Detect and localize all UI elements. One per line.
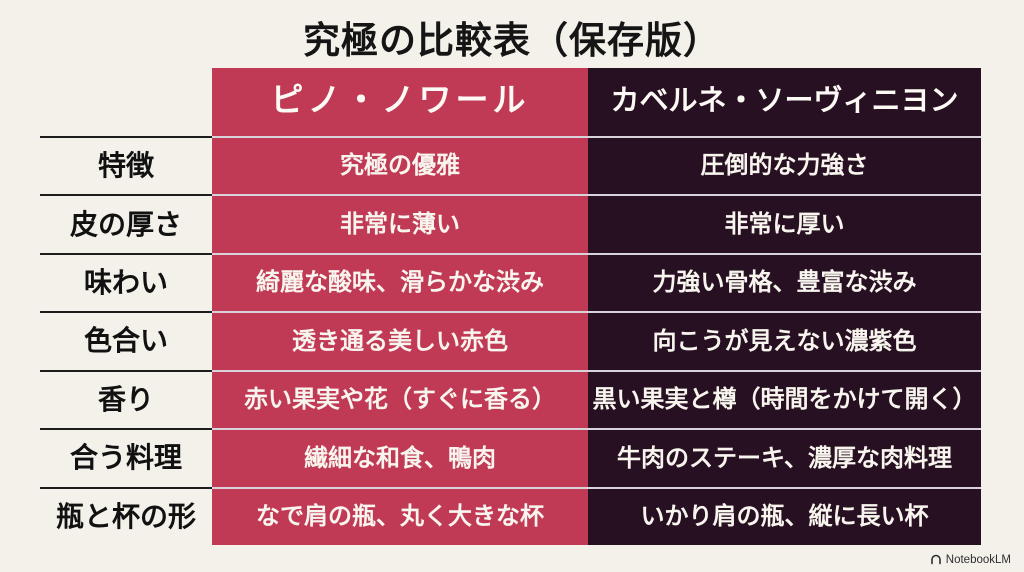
notebooklm-logo-icon: [930, 554, 942, 566]
row-label-characteristics: 特徴: [40, 136, 212, 194]
table-cell-pinot-bottle-glass-shape: なで肩の瓶、丸く大きな杯: [212, 486, 588, 545]
row-label-skin-thickness: 皮の厚さ: [40, 194, 212, 252]
table-cell-cabernet-taste: 力強い骨格、豊富な渋み: [588, 252, 981, 312]
table-cell-cabernet-color: 向こうが見えない濃紫色: [588, 311, 981, 370]
row-label-color: 色合い: [40, 311, 212, 369]
table-cell-cabernet-characteristics: 圧倒的な力強さ: [588, 136, 981, 195]
notebooklm-watermark-label: NotebookLM: [945, 554, 1011, 566]
comparison-table: ピノ・ノワール カベルネ・ソーヴィニヨン 特徴 究極の優雅 圧倒的な力強さ 皮の…: [40, 68, 981, 545]
table-cell-pinot-skin-thickness: 非常に薄い: [212, 194, 588, 253]
table-cell-pinot-aroma: 赤い果実や花（すぐに香る）: [212, 369, 588, 429]
table-cell-pinot-food-pairing: 繊細な和食、鴨肉: [212, 428, 588, 487]
table-cell-cabernet-skin-thickness: 非常に厚い: [588, 194, 981, 253]
table-cell-cabernet-bottle-glass-shape: いかり肩の瓶、縦に長い杯: [588, 486, 981, 545]
row-label-food-pairing: 合う料理: [40, 428, 212, 486]
notebooklm-watermark: NotebookLM: [930, 554, 1011, 566]
column-header-cabernet-sauvignon: カベルネ・ソーヴィニヨン: [588, 68, 981, 136]
corner-cell: [40, 68, 212, 136]
column-header-pinot-noir: ピノ・ノワール: [212, 68, 588, 136]
table-cell-cabernet-aroma: 黒い果実と樽（時間をかけて開く）: [588, 369, 981, 429]
table-cell-cabernet-food-pairing: 牛肉のステーキ、濃厚な肉料理: [588, 428, 981, 487]
page-title: 究極の比較表（保存版）: [303, 20, 721, 61]
table-cell-pinot-taste: 綺麗な酸味、滑らかな渋み: [212, 252, 588, 312]
row-label-taste: 味わい: [40, 252, 212, 311]
row-label-aroma: 香り: [40, 369, 212, 428]
table-cell-pinot-characteristics: 究極の優雅: [212, 136, 588, 195]
table-cell-pinot-color: 透き通る美しい赤色: [212, 311, 588, 370]
row-label-bottle-glass-shape: 瓶と杯の形: [40, 486, 212, 545]
